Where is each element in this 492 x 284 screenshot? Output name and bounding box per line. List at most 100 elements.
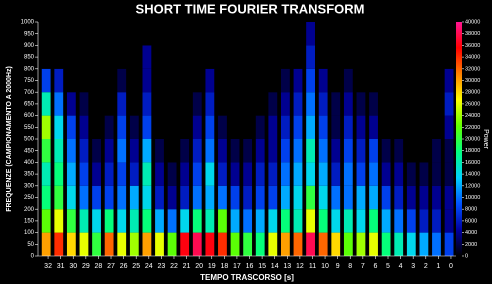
- heatmap-cell: [180, 209, 189, 232]
- heatmap-cell: [205, 233, 214, 256]
- heatmap-cell: [218, 92, 227, 115]
- heatmap-cell: [155, 69, 164, 92]
- heatmap-cell: [92, 116, 101, 139]
- heatmap-cell: [382, 162, 391, 185]
- x-tick-label: 13: [283, 263, 291, 270]
- colorbar-tick-label: 30000: [465, 78, 480, 84]
- heatmap-cell: [130, 22, 139, 45]
- heatmap-cell: [281, 116, 290, 139]
- heatmap-cell: [67, 22, 76, 45]
- heatmap-cell: [117, 92, 126, 115]
- heatmap-cell: [193, 139, 202, 162]
- heatmap-cell: [357, 22, 366, 45]
- heatmap-cell: [243, 22, 252, 45]
- heatmap-cell: [331, 116, 340, 139]
- heatmap-cell: [268, 233, 277, 256]
- heatmap-cell: [193, 45, 202, 68]
- heatmap-cell: [382, 209, 391, 232]
- y-tick-label: 800: [24, 66, 35, 72]
- heatmap-cell: [117, 22, 126, 45]
- heatmap-cell: [168, 92, 177, 115]
- heatmap-cell: [268, 162, 277, 185]
- heatmap-cell: [432, 209, 441, 232]
- heatmap-cell: [369, 186, 378, 209]
- x-tick-label: 27: [107, 263, 115, 270]
- heatmap-cell: [80, 116, 89, 139]
- colorbar-tick-label: 18000: [465, 148, 480, 154]
- heatmap-cell: [382, 45, 391, 68]
- heatmap-cell: [281, 45, 290, 68]
- heatmap-cell: [231, 116, 240, 139]
- heatmap-cell: [432, 116, 441, 139]
- heatmap-cell: [256, 139, 265, 162]
- x-axis-label: TEMPO TRASCORSO [s]: [200, 273, 294, 282]
- heatmap-cell: [419, 209, 428, 232]
- heatmap-cell: [231, 69, 240, 92]
- y-tick-label: 250: [24, 195, 35, 201]
- heatmap-cell: [155, 116, 164, 139]
- heatmap-cell: [92, 69, 101, 92]
- heatmap-cell: [54, 92, 63, 115]
- heatmap-cell: [357, 209, 366, 232]
- heatmap-cell: [331, 22, 340, 45]
- heatmap-cell: [80, 45, 89, 68]
- heatmap-cell: [369, 233, 378, 256]
- heatmap-cell: [92, 45, 101, 68]
- heatmap-cell: [382, 116, 391, 139]
- heatmap-cell: [42, 162, 51, 185]
- heatmap-cell: [80, 22, 89, 45]
- x-tick-label: 24: [145, 263, 153, 270]
- heatmap-cell: [205, 186, 214, 209]
- heatmap-cell: [80, 162, 89, 185]
- heatmap-cell: [193, 69, 202, 92]
- heatmap-cell: [256, 116, 265, 139]
- heatmap-cell: [369, 69, 378, 92]
- heatmap-cell: [80, 139, 89, 162]
- heatmap-cell: [205, 92, 214, 115]
- heatmap-cell: [80, 209, 89, 232]
- heatmap-cell: [357, 92, 366, 115]
- heatmap-cell: [445, 209, 454, 232]
- heatmap-cell: [54, 116, 63, 139]
- heatmap-cell: [168, 116, 177, 139]
- heatmap-cell: [432, 162, 441, 185]
- colorbar-tick-label: 32000: [465, 66, 480, 72]
- heatmap-cell: [168, 22, 177, 45]
- heatmap-cell: [92, 233, 101, 256]
- heatmap-cell: [193, 92, 202, 115]
- heatmap-cell: [130, 186, 139, 209]
- colorbar-tick-label: 8000: [465, 207, 477, 213]
- heatmap-cell: [180, 45, 189, 68]
- heatmap-cell: [193, 209, 202, 232]
- heatmap-cell: [54, 186, 63, 209]
- heatmap-cell: [419, 92, 428, 115]
- heatmap-cell: [80, 92, 89, 115]
- heatmap-cell: [294, 69, 303, 92]
- heatmap-cell: [143, 139, 152, 162]
- x-tick-label: 0: [449, 263, 453, 270]
- heatmap-cell: [130, 139, 139, 162]
- x-tick-label: 30: [69, 263, 77, 270]
- heatmap-cell: [394, 92, 403, 115]
- heatmap-cell: [319, 45, 328, 68]
- colorbar-tick-label: 4000: [465, 230, 477, 236]
- heatmap-cell: [294, 186, 303, 209]
- heatmap-cell: [344, 233, 353, 256]
- heatmap-cell: [419, 22, 428, 45]
- heatmap-cell: [205, 162, 214, 185]
- heatmap-cell: [205, 209, 214, 232]
- heatmap-cell: [382, 233, 391, 256]
- heatmap-cell: [445, 69, 454, 92]
- heatmap-cell: [205, 139, 214, 162]
- heatmap-cell: [432, 233, 441, 256]
- chart-title: SHORT TIME FOURIER TRANSFORM: [136, 1, 365, 16]
- heatmap-cell: [54, 69, 63, 92]
- heatmap-cell: [193, 186, 202, 209]
- heatmap-cell: [193, 22, 202, 45]
- heatmap-cell: [256, 186, 265, 209]
- heatmap-cell: [105, 209, 114, 232]
- heatmap-cell: [369, 209, 378, 232]
- heatmap-cell: [193, 233, 202, 256]
- heatmap-cell: [281, 22, 290, 45]
- heatmap-cell: [344, 116, 353, 139]
